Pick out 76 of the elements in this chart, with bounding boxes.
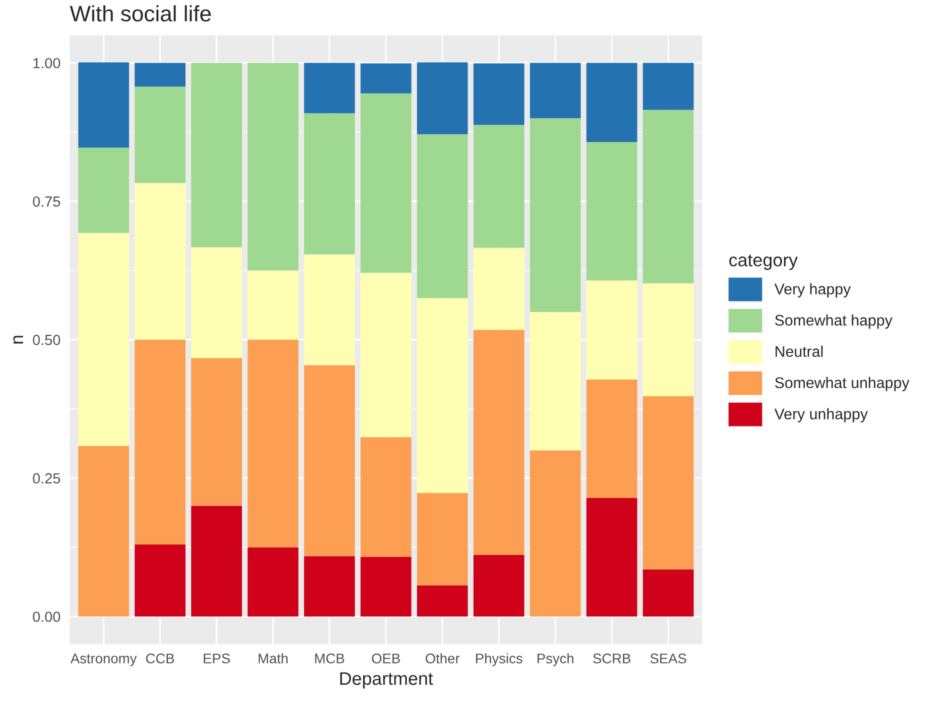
legend-label: Very unhappy bbox=[774, 408, 868, 422]
bar bbox=[248, 340, 298, 548]
bar bbox=[78, 446, 130, 616]
bar bbox=[134, 62, 186, 87]
bar bbox=[642, 110, 694, 284]
bar bbox=[248, 62, 298, 270]
legend-label: Somewhat unhappy bbox=[775, 376, 910, 392]
legend-label: Somewhat happy bbox=[775, 314, 892, 329]
bar bbox=[473, 555, 524, 616]
bar bbox=[78, 148, 130, 233]
bar bbox=[78, 232, 130, 446]
bar bbox=[642, 396, 694, 570]
x-tick-label: CCB bbox=[146, 654, 174, 664]
bar bbox=[191, 358, 242, 506]
bar bbox=[360, 437, 412, 557]
y-tick-label: 0.00 bbox=[32, 612, 60, 622]
bar bbox=[642, 283, 694, 396]
bar bbox=[134, 340, 186, 545]
bar bbox=[304, 556, 355, 616]
bar bbox=[248, 547, 298, 616]
y-tick-label: 0.75 bbox=[32, 196, 60, 207]
bar bbox=[360, 63, 412, 94]
bar bbox=[530, 118, 581, 312]
bar bbox=[417, 585, 468, 616]
bar bbox=[360, 93, 412, 273]
x-tick-label: Physics bbox=[476, 653, 522, 666]
x-tick-label: Psych bbox=[538, 653, 574, 666]
x-tick-label: MCB bbox=[315, 654, 344, 664]
bar bbox=[360, 272, 412, 438]
bar bbox=[417, 62, 468, 134]
bar bbox=[360, 556, 412, 616]
x-tick-label: SEAS bbox=[650, 654, 686, 664]
bar bbox=[417, 493, 468, 586]
bar bbox=[304, 62, 355, 114]
bar bbox=[586, 498, 638, 616]
chart-title: With social life bbox=[70, 5, 211, 22]
bar bbox=[586, 280, 638, 380]
bar bbox=[530, 312, 581, 450]
bar bbox=[304, 365, 355, 556]
bar bbox=[134, 544, 186, 616]
legend-title: category bbox=[729, 254, 798, 270]
y-tick-label: 1.00 bbox=[33, 58, 60, 68]
bar bbox=[191, 506, 242, 616]
bar bbox=[417, 298, 468, 494]
x-tick-label: Astronomy bbox=[70, 654, 137, 666]
bar bbox=[642, 62, 694, 110]
x-tick-label: SCRB bbox=[593, 654, 630, 664]
bar bbox=[248, 270, 298, 340]
y-tick-label: 0.25 bbox=[32, 473, 60, 484]
bar bbox=[191, 62, 242, 248]
bar bbox=[586, 380, 638, 498]
legend-label: Very happy bbox=[774, 283, 851, 298]
bar bbox=[304, 113, 355, 254]
bar bbox=[134, 86, 186, 184]
x-tick-label: EPS bbox=[204, 654, 230, 664]
bar bbox=[530, 450, 581, 616]
bar bbox=[642, 569, 694, 616]
y-axis-title: n bbox=[13, 336, 24, 344]
bar bbox=[586, 62, 638, 142]
y-tick-label: 0.50 bbox=[32, 334, 60, 346]
bar bbox=[473, 63, 524, 125]
x-tick-label: Other bbox=[426, 653, 460, 664]
bar bbox=[473, 248, 524, 330]
bar bbox=[473, 330, 524, 556]
bar bbox=[191, 247, 242, 358]
legend-label: Neutral bbox=[776, 346, 823, 357]
bar bbox=[78, 62, 130, 148]
bar bbox=[304, 254, 355, 366]
bar bbox=[530, 62, 581, 118]
x-axis-title: Department bbox=[340, 672, 433, 689]
bar bbox=[134, 183, 186, 340]
x-tick-label: Math bbox=[258, 653, 288, 664]
x-tick-label: OEB bbox=[372, 654, 400, 664]
bar bbox=[473, 124, 524, 248]
bar bbox=[586, 142, 638, 280]
bar bbox=[417, 134, 468, 298]
